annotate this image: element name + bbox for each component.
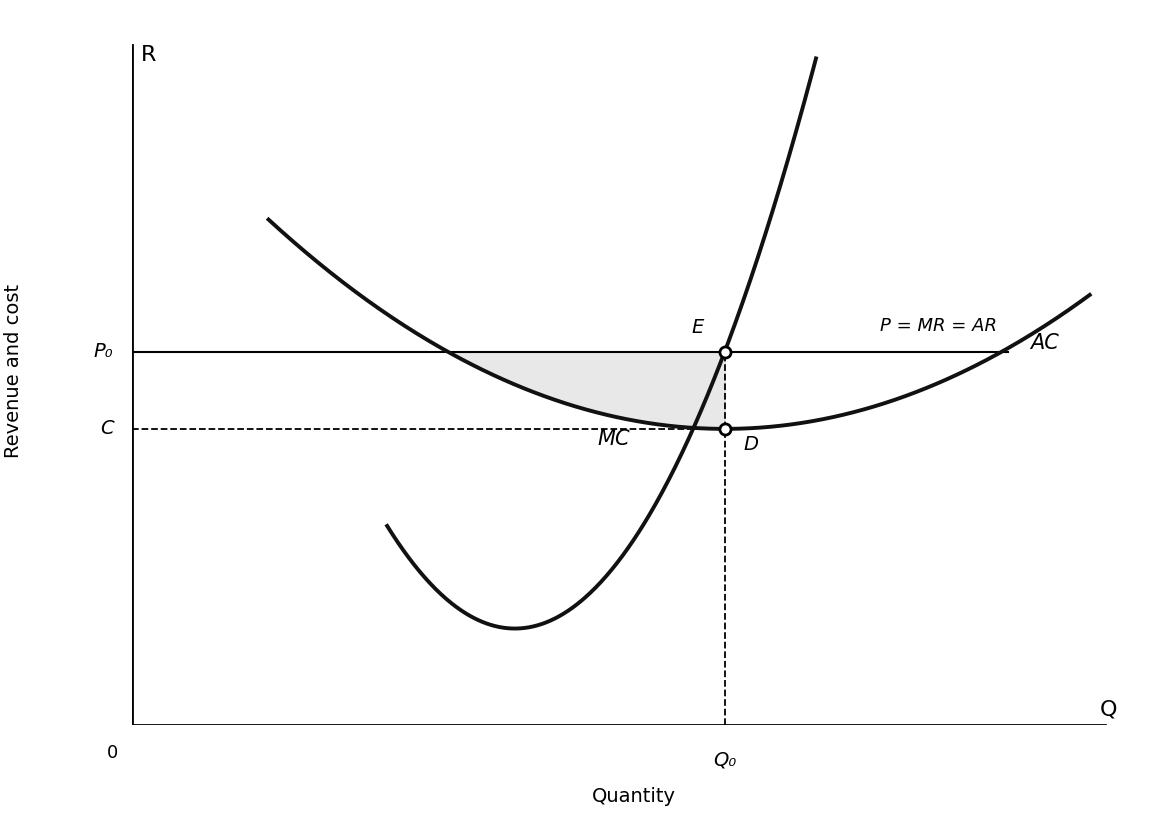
Text: Revenue and cost: Revenue and cost	[3, 284, 23, 458]
Text: D: D	[743, 435, 758, 454]
Text: P₀: P₀	[93, 342, 113, 361]
Text: P = MR = AR: P = MR = AR	[880, 317, 996, 335]
Text: MC: MC	[597, 429, 630, 449]
Text: C: C	[100, 419, 113, 439]
Text: Quantity: Quantity	[591, 786, 675, 806]
Text: R: R	[141, 45, 157, 65]
Text: Q₀: Q₀	[713, 751, 736, 770]
Text: AC: AC	[1030, 333, 1060, 353]
Text: E: E	[691, 318, 704, 338]
Text: Q: Q	[1100, 699, 1117, 719]
Text: 0: 0	[107, 745, 118, 763]
